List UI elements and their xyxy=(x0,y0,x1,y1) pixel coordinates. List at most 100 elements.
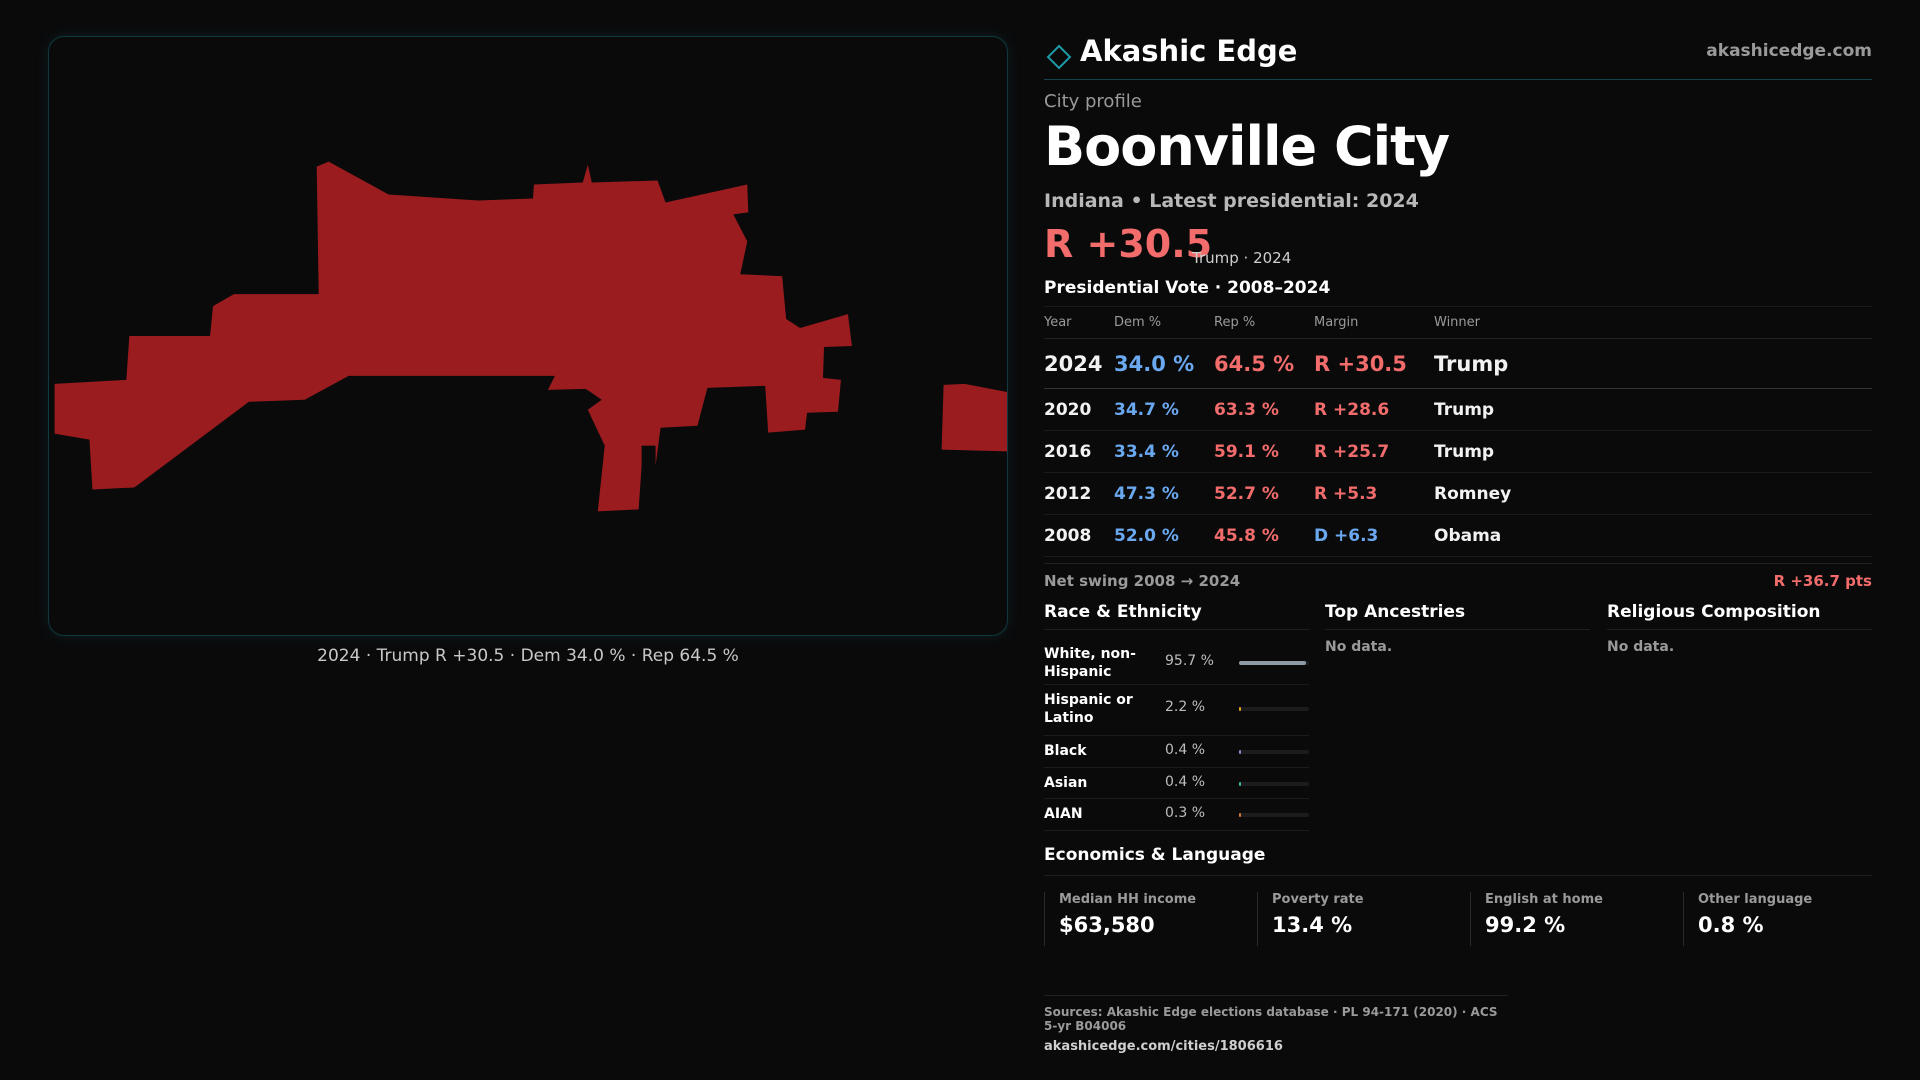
col-header-winner: Winner xyxy=(1434,306,1872,339)
cell-dem: 33.4 % xyxy=(1114,430,1214,473)
race-share-bar xyxy=(1239,661,1309,665)
col-header-dem: Dem % xyxy=(1114,306,1214,339)
cell-year: 2012 xyxy=(1044,472,1114,515)
diamond-outline-icon xyxy=(1046,44,1072,70)
net-swing-label: Net swing 2008 → 2024 xyxy=(1044,572,1241,590)
race-label: Black xyxy=(1044,743,1087,759)
brand-url-link[interactable]: akashicedge.com xyxy=(1706,41,1872,61)
list-item: White, non-Hispanic 95.7 % xyxy=(1044,634,1309,685)
race-label: White, non-Hispanic xyxy=(1044,646,1136,680)
religious-composition-title: Religious Composition xyxy=(1607,602,1872,630)
brand-name: Akashic Edge xyxy=(1080,34,1298,68)
race-value: 0.3 % xyxy=(1165,805,1206,821)
cell-rep: 45.8 % xyxy=(1214,514,1314,557)
stat-english-at-home: English at home 99.2 % xyxy=(1470,892,1683,946)
ancestries-empty-text: No data. xyxy=(1325,639,1393,655)
cell-dem: 52.0 % xyxy=(1114,514,1214,557)
cell-year: 2024 xyxy=(1044,338,1114,389)
page-title: Boonville City xyxy=(1044,115,1450,178)
net-swing-value: R +36.7 pts xyxy=(1773,572,1872,590)
race-label: Asian xyxy=(1044,775,1088,791)
cell-winner: Obama xyxy=(1434,514,1872,557)
race-value: 0.4 % xyxy=(1165,774,1206,790)
cell-margin: R +25.7 xyxy=(1314,430,1434,473)
race-share-bar xyxy=(1239,750,1309,754)
cell-year: 2016 xyxy=(1044,430,1114,473)
cell-winner: Romney xyxy=(1434,472,1872,515)
cell-winner: Trump xyxy=(1434,338,1872,389)
net-swing-row: Net swing 2008 → 2024 R +36.7 pts xyxy=(1044,563,1872,593)
table-row: 2016 33.4 % 59.1 % R +25.7 Trump xyxy=(1044,430,1872,473)
city-boundary-map xyxy=(48,36,1008,636)
race-share-fill xyxy=(1239,782,1241,786)
headline-note: Trump · 2024 xyxy=(1192,249,1292,267)
table-header-row: Year Dem % Rep % Margin Winner xyxy=(1044,306,1872,339)
stat-label: Median HH income xyxy=(1059,892,1197,907)
race-share-bar xyxy=(1239,707,1309,711)
stat-median-income: Median HH income $63,580 xyxy=(1044,892,1257,946)
cell-winner: Trump xyxy=(1434,388,1872,431)
cell-rep: 63.3 % xyxy=(1214,388,1314,431)
table-row: 2008 52.0 % 45.8 % D +6.3 Obama xyxy=(1044,514,1872,557)
race-ethnicity-title: Race & Ethnicity xyxy=(1044,602,1309,630)
cell-rep: 64.5 % xyxy=(1214,338,1314,389)
stat-value: 0.8 % xyxy=(1698,913,1764,937)
cell-year: 2008 xyxy=(1044,514,1114,557)
cell-rep: 52.7 % xyxy=(1214,472,1314,515)
cell-margin: R +28.6 xyxy=(1314,388,1434,431)
table-row: 2024 34.0 % 64.5 % R +30.5 Trump xyxy=(1044,338,1872,389)
sources-footer: Sources: Akashic Edge elections database… xyxy=(1044,995,1508,1054)
sources-url-link[interactable]: akashicedge.com/cities/1806616 xyxy=(1044,1039,1283,1054)
top-ancestries-title: Top Ancestries xyxy=(1325,602,1590,630)
stat-label: Other language xyxy=(1698,892,1813,907)
table-row: 2012 47.3 % 52.7 % R +5.3 Romney xyxy=(1044,472,1872,515)
cell-margin: R +30.5 xyxy=(1314,338,1434,389)
table-row: 2020 34.7 % 63.3 % R +28.6 Trump xyxy=(1044,388,1872,431)
race-share-fill xyxy=(1239,707,1241,711)
cell-dem: 34.0 % xyxy=(1114,338,1214,389)
cell-margin: R +5.3 xyxy=(1314,472,1434,515)
list-item: Hispanic or Latino 2.2 % xyxy=(1044,685,1309,736)
col-header-rep: Rep % xyxy=(1214,306,1314,339)
cell-dem: 47.3 % xyxy=(1114,472,1214,515)
economics-language-title: Economics & Language xyxy=(1044,845,1872,876)
col-header-margin: Margin xyxy=(1314,306,1434,339)
sources-text: Sources: Akashic Edge elections database… xyxy=(1044,1005,1498,1033)
religion-empty-text: No data. xyxy=(1607,639,1675,655)
city-boundary-shape-east xyxy=(941,383,1007,452)
cell-dem: 34.7 % xyxy=(1114,388,1214,431)
map-svg xyxy=(54,161,1007,512)
race-share-fill xyxy=(1239,750,1241,754)
stat-other-language: Other language 0.8 % xyxy=(1683,892,1872,946)
race-value: 0.4 % xyxy=(1165,742,1206,758)
city-boundary-shape xyxy=(54,161,852,512)
list-item: AIAN 0.3 % xyxy=(1044,799,1309,831)
race-value: 2.2 % xyxy=(1165,699,1206,715)
race-label: AIAN xyxy=(1044,806,1083,822)
cell-year: 2020 xyxy=(1044,388,1114,431)
race-share-fill xyxy=(1239,813,1241,817)
stat-poverty-rate: Poverty rate 13.4 % xyxy=(1257,892,1470,946)
cell-margin: D +6.3 xyxy=(1314,514,1434,557)
map-caption: 2024 · Trump R +30.5 · Dem 34.0 % · Rep … xyxy=(317,646,739,666)
cell-rep: 59.1 % xyxy=(1214,430,1314,473)
race-share-fill xyxy=(1239,661,1306,665)
brand-header: Akashic Edge akashicedge.com xyxy=(1044,30,1872,80)
presidential-vote-table: Year Dem % Rep % Margin Winner 2024 34.0… xyxy=(1044,306,1872,557)
race-label: Hispanic or Latino xyxy=(1044,692,1133,726)
presidential-vote-title: Presidential Vote · 2008–2024 xyxy=(1044,278,1331,298)
boundary-hole xyxy=(641,445,656,474)
race-share-bar xyxy=(1239,813,1309,817)
list-item: Black 0.4 % xyxy=(1044,736,1309,768)
race-value: 95.7 % xyxy=(1165,653,1214,669)
stat-value: 99.2 % xyxy=(1485,913,1566,937)
race-share-bar xyxy=(1239,782,1309,786)
cell-winner: Trump xyxy=(1434,430,1872,473)
headline-margin: R +30.5 xyxy=(1044,222,1213,266)
stat-label: Poverty rate xyxy=(1272,892,1364,907)
profile-subline: Indiana • Latest presidential: 2024 xyxy=(1044,190,1419,212)
stat-label: English at home xyxy=(1485,892,1603,907)
list-item: Asian 0.4 % xyxy=(1044,768,1309,799)
stat-value: $63,580 xyxy=(1059,913,1155,937)
profile-kicker: City profile xyxy=(1044,91,1142,112)
